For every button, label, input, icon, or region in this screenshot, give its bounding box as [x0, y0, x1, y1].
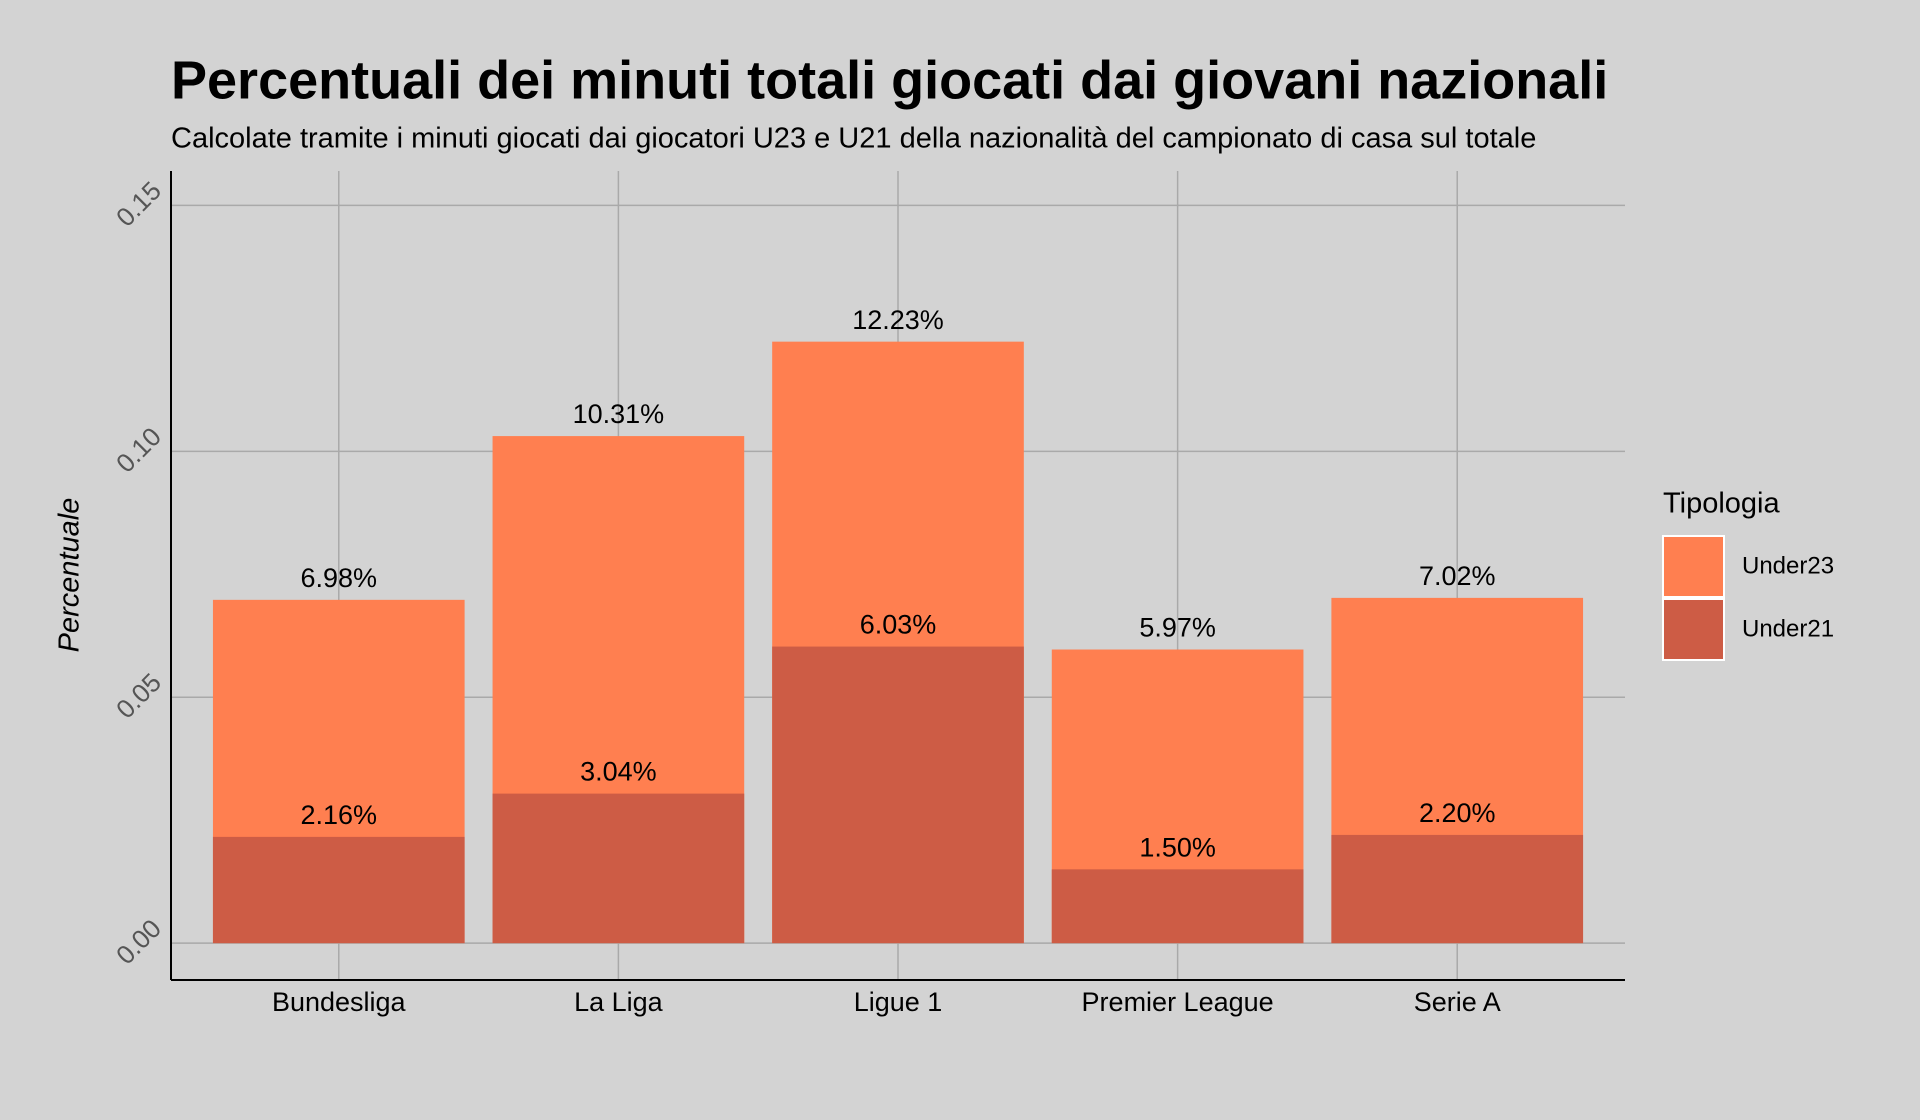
data-label: 1.50% — [1139, 832, 1216, 862]
x-tick-label: Ligue 1 — [854, 987, 943, 1017]
y-axis-label: Percentuale — [54, 498, 86, 653]
bar — [492, 793, 745, 944]
data-label: 10.31% — [573, 399, 665, 429]
legend-swatch — [1662, 598, 1725, 661]
x-tick-label: Bundesliga — [272, 987, 407, 1017]
legend-title: Tipologia — [1663, 488, 1780, 520]
bar — [1051, 869, 1304, 944]
legend-label: Under21 — [1742, 615, 1834, 642]
chart-title: Percentuali dei minuti totali giocati da… — [171, 50, 1608, 110]
bar — [1331, 834, 1584, 944]
data-label: 2.16% — [300, 800, 377, 830]
x-tick-label: Serie A — [1414, 987, 1501, 1017]
bar — [212, 836, 465, 944]
data-label: 7.02% — [1419, 561, 1496, 591]
legend-swatch — [1662, 535, 1725, 598]
chart-subtitle: Calcolate tramite i minuti giocati dai g… — [171, 123, 1536, 155]
data-label: 6.98% — [300, 563, 377, 593]
data-label: 2.20% — [1419, 798, 1496, 828]
bar — [772, 646, 1024, 944]
data-label: 12.23% — [852, 305, 944, 335]
legend-label: Under23 — [1742, 552, 1834, 579]
data-label: 6.03% — [860, 610, 937, 640]
data-label: 5.97% — [1139, 613, 1216, 643]
data-label: 3.04% — [580, 757, 657, 787]
x-tick-label: La Liga — [574, 987, 664, 1017]
x-tick-label: Premier League — [1082, 987, 1274, 1017]
